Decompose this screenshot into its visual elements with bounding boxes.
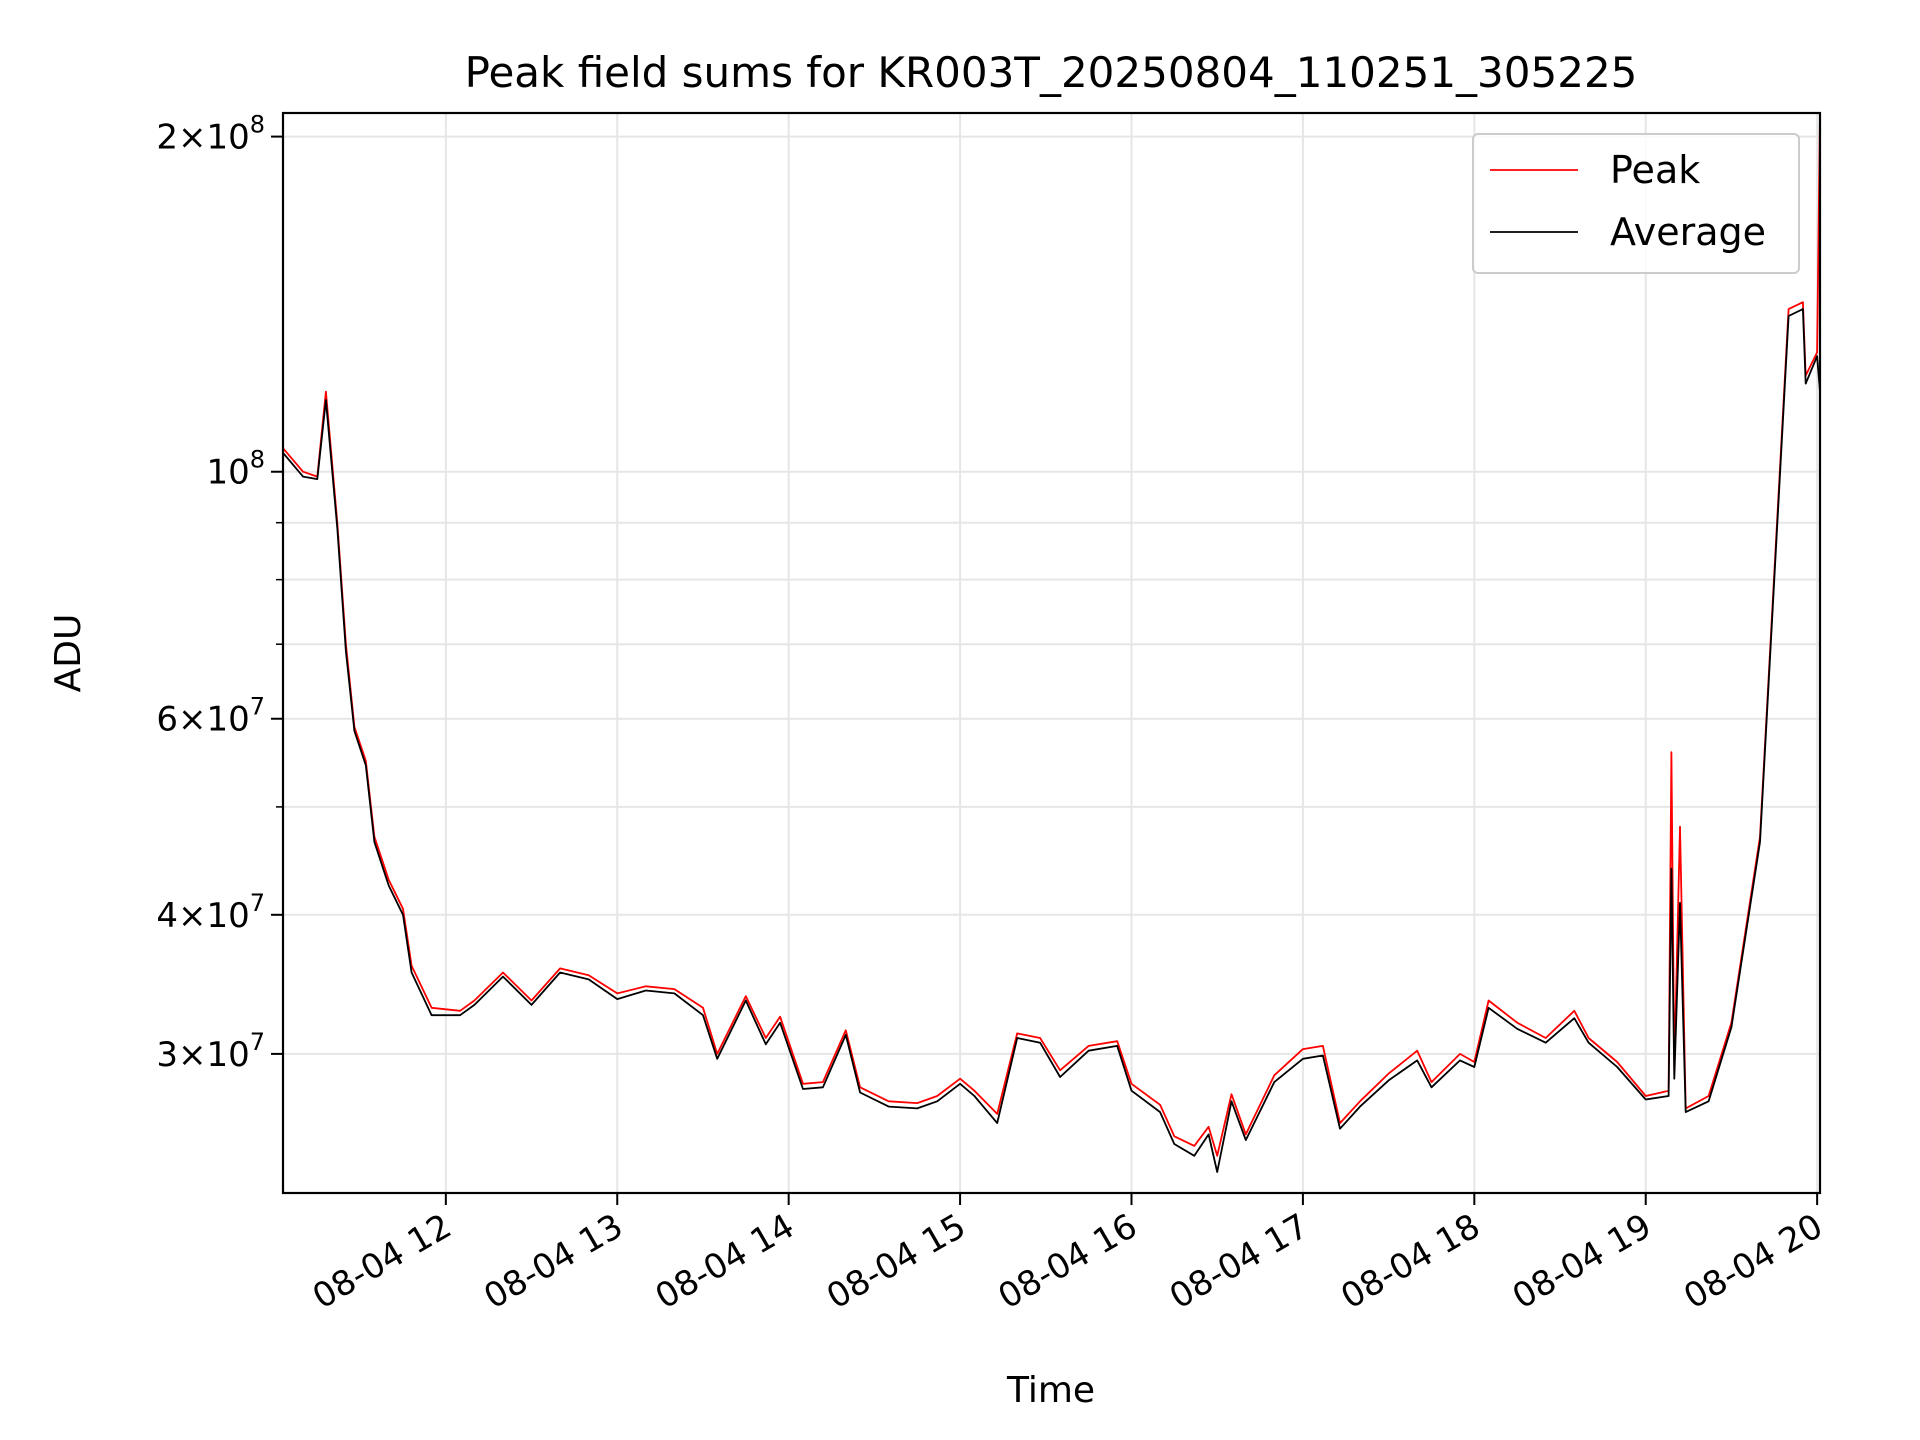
series-line-average xyxy=(282,308,1821,1173)
y-tick-label: 3×107 xyxy=(156,1028,265,1075)
chart-title: Peak field sums for KR003T_20250804_1102… xyxy=(465,48,1638,97)
y-tick-label: 4×107 xyxy=(156,889,265,936)
y-axis: 3×107 4×107 6×107 108 2×108 xyxy=(156,111,283,1075)
y-tick-label: 108 xyxy=(206,446,265,493)
plot-frame xyxy=(281,111,1822,1195)
legend-box xyxy=(1472,133,1800,274)
series-line-peak xyxy=(282,112,1821,1157)
legend: Peak Average xyxy=(1472,133,1800,274)
y-axis-label: ADU xyxy=(48,614,89,693)
grid-layer xyxy=(283,113,1820,1193)
series-layer xyxy=(282,112,1821,1173)
y-tick-label: 2×108 xyxy=(156,111,265,158)
legend-label-peak: Peak xyxy=(1610,148,1700,192)
y-tick-label: 6×107 xyxy=(156,693,265,740)
x-axis-label: Time xyxy=(1006,1370,1095,1411)
legend-label-average: Average xyxy=(1610,210,1766,254)
